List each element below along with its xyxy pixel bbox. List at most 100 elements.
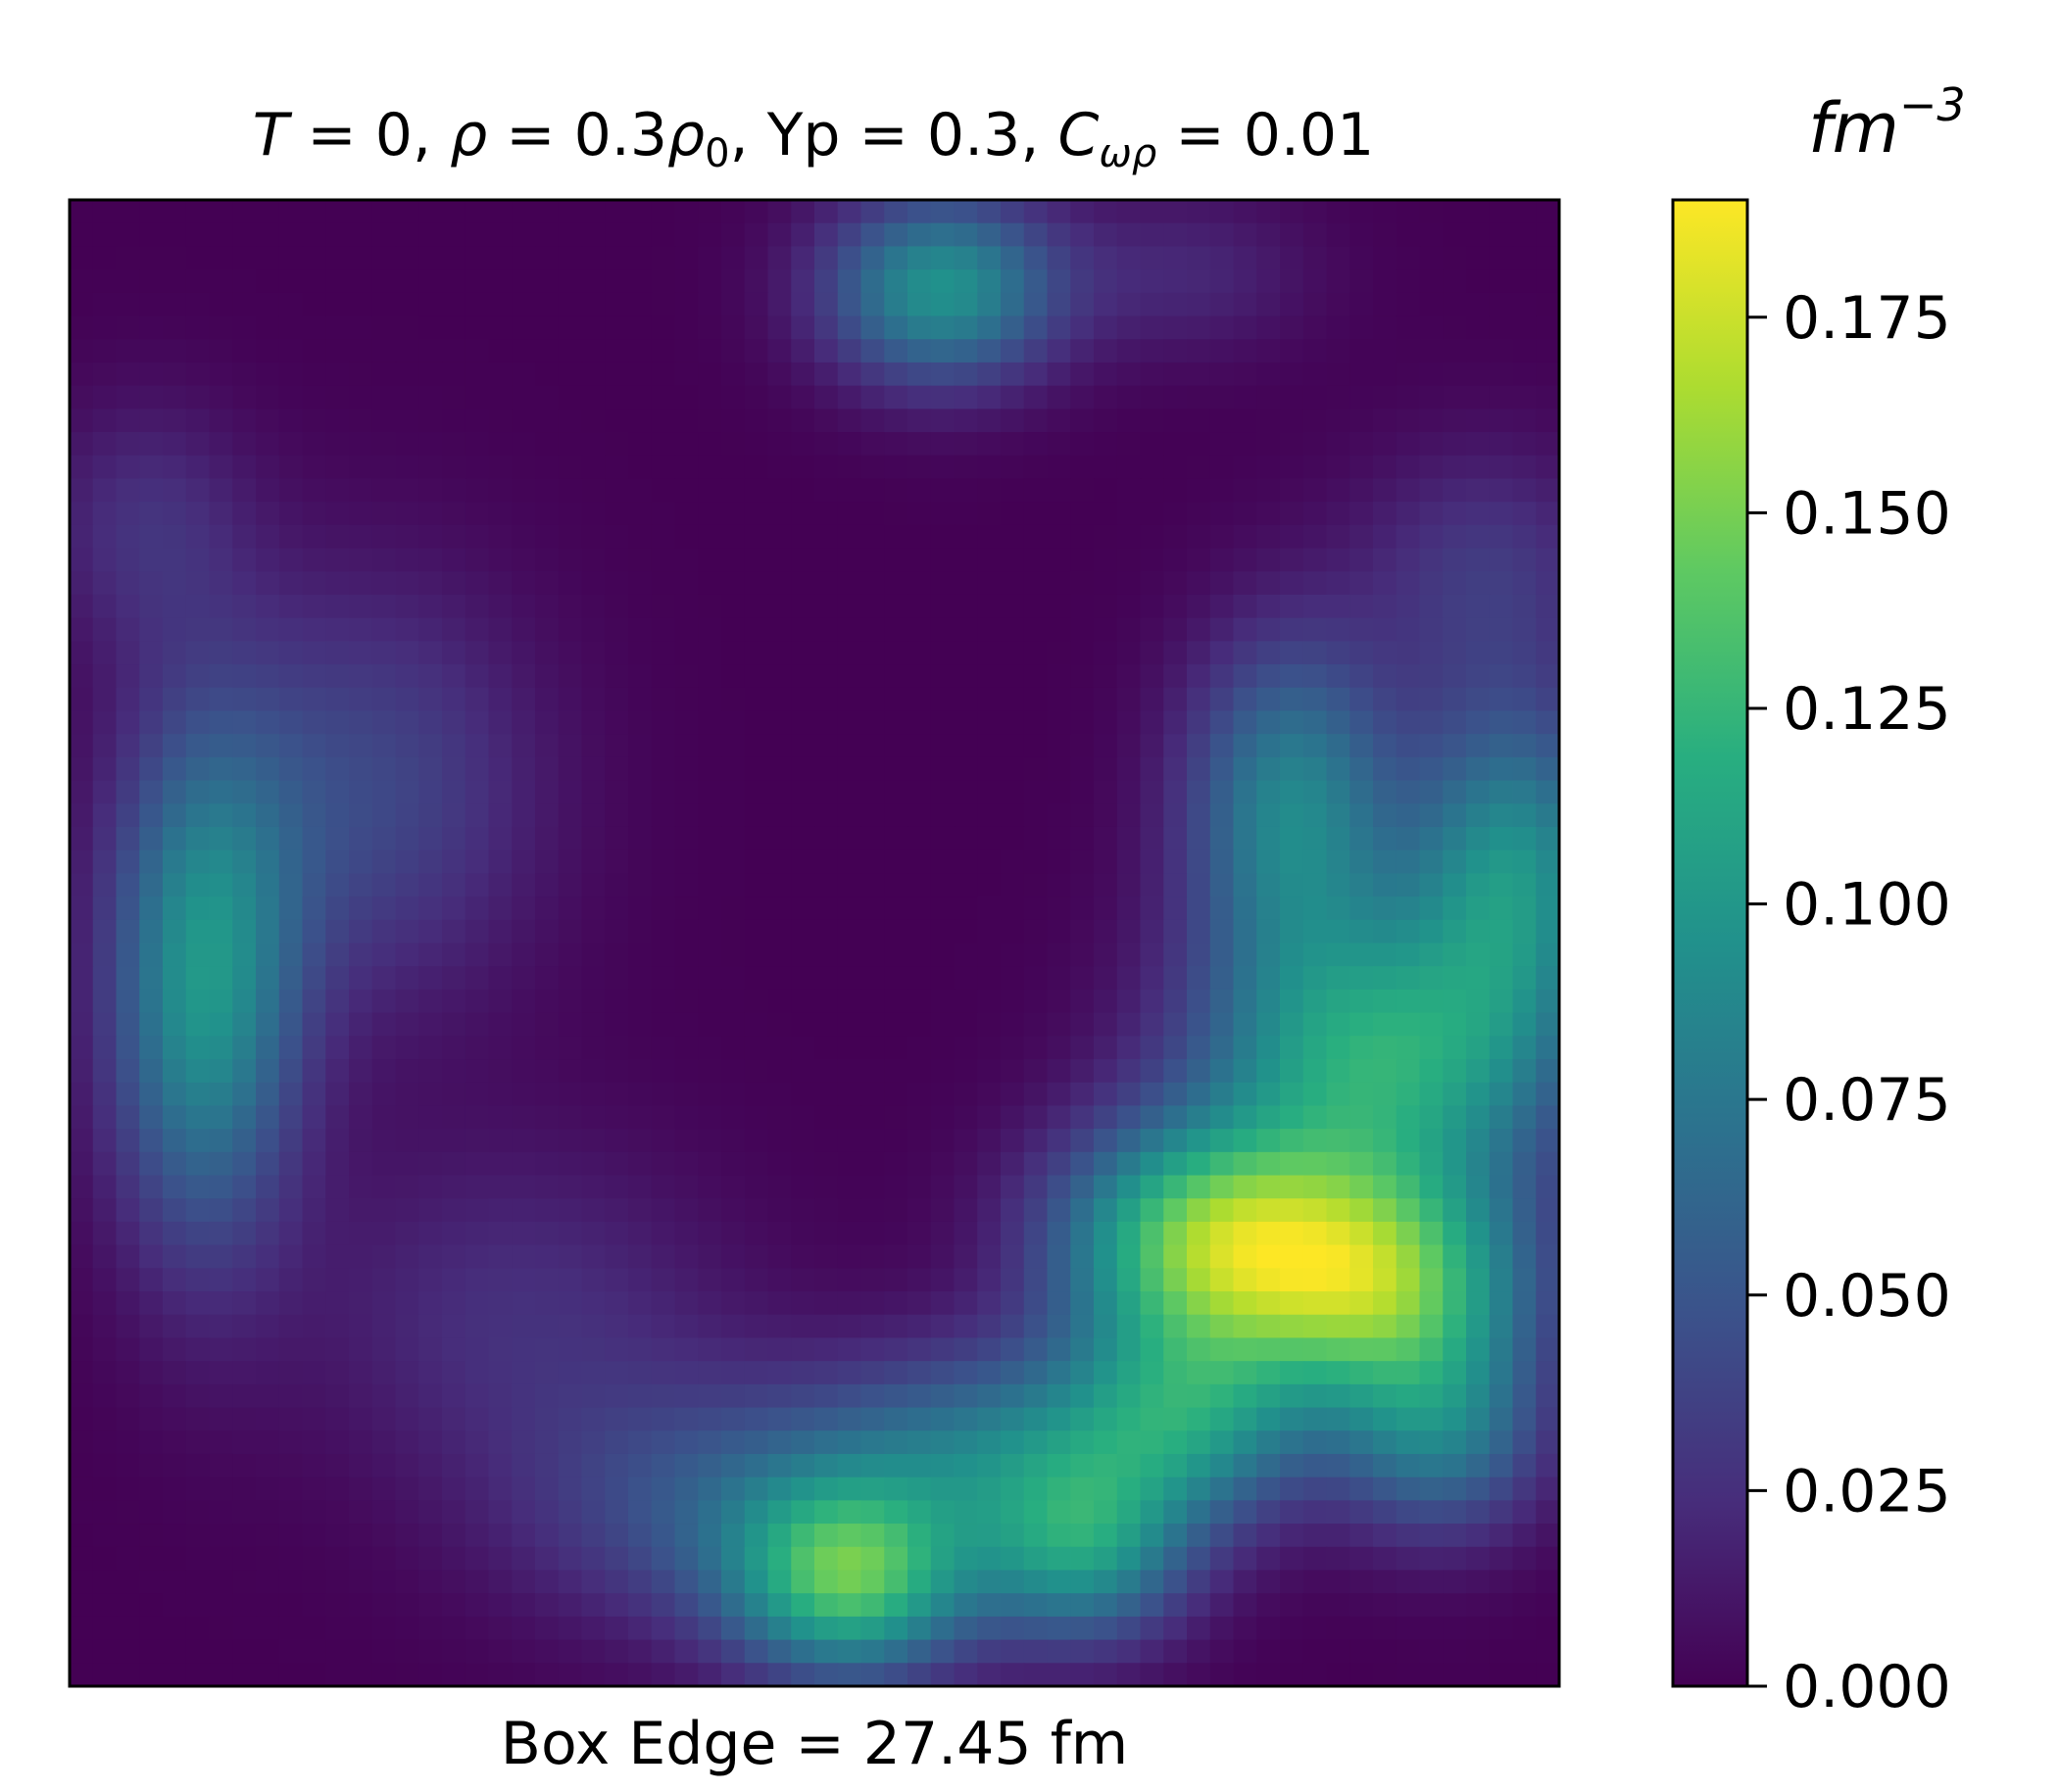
heatmap-cell [139, 315, 164, 340]
heatmap-cell [278, 1407, 304, 1431]
heatmap-cell [1116, 1383, 1142, 1409]
heatmap-cell [581, 1082, 606, 1107]
heatmap-cell [1256, 687, 1281, 712]
heatmap-cell [256, 1221, 280, 1246]
heatmap-cell [209, 849, 233, 874]
heatmap-cell [116, 734, 140, 758]
heatmap-cell [302, 1175, 326, 1199]
heatmap-cell [488, 315, 513, 340]
heatmap-cell [465, 710, 490, 735]
heatmap-cell [209, 1105, 233, 1130]
heatmap-cell [1536, 339, 1560, 363]
heatmap-cell [1443, 409, 1467, 433]
heatmap-cell [418, 269, 443, 294]
heatmap-cell [1023, 502, 1049, 526]
heatmap-cell [1209, 1082, 1235, 1107]
heatmap-cell [1256, 756, 1281, 782]
heatmap-cell [1512, 1500, 1537, 1525]
heatmap-cell [418, 1129, 443, 1153]
heatmap-cell [442, 1546, 466, 1572]
heatmap-cell [1349, 641, 1374, 665]
heatmap-cell [185, 1361, 211, 1385]
heatmap-cell [302, 269, 326, 294]
heatmap-cell [1466, 641, 1491, 665]
heatmap-cell [1396, 734, 1421, 758]
heatmap-cell [907, 780, 932, 804]
heatmap-cell [558, 571, 583, 596]
heatmap-cell [278, 455, 304, 480]
title-c-symbol: C [1057, 101, 1099, 170]
heatmap-cell [1001, 1453, 1025, 1478]
heatmap-cell [698, 1129, 722, 1153]
heatmap-cell [1209, 849, 1235, 874]
heatmap-cell [1536, 1524, 1560, 1548]
heatmap-cell [698, 734, 722, 758]
heatmap-cell [1163, 409, 1188, 433]
heatmap-cell [1209, 200, 1235, 224]
heatmap-cell [139, 919, 164, 944]
heatmap-cell [163, 687, 187, 712]
heatmap-cell [1163, 502, 1188, 526]
heatmap-cell [698, 1244, 722, 1269]
heatmap-cell [628, 524, 653, 550]
heatmap-cell [698, 269, 722, 294]
heatmap-cell [721, 1663, 746, 1687]
heatmap-cell [837, 896, 862, 921]
heatmap-cell [767, 687, 792, 712]
heatmap-cell [1512, 1198, 1537, 1223]
heatmap-cell [1116, 1593, 1142, 1618]
heatmap-cell [1209, 1337, 1235, 1362]
heatmap-cell [70, 478, 94, 503]
heatmap-cell [581, 1616, 606, 1641]
heatmap-cell [954, 1337, 978, 1362]
heatmap-cell [302, 1221, 326, 1246]
heatmap-cell [1187, 1036, 1211, 1060]
heatmap-cell [651, 664, 676, 689]
heatmap-cell [139, 617, 164, 642]
heatmap-cell [1209, 1639, 1235, 1664]
heatmap-cell [1349, 478, 1374, 503]
heatmap-cell [1302, 594, 1328, 619]
heatmap-cell [325, 269, 350, 294]
heatmap-cell [1047, 1524, 1071, 1548]
heatmap-cell [418, 502, 443, 526]
heatmap-cell [860, 478, 885, 503]
heatmap-cell [814, 1012, 839, 1037]
heatmap-cell [1094, 222, 1118, 247]
heatmap-cell [512, 1175, 536, 1199]
heatmap-cell [1349, 1616, 1374, 1641]
heatmap-cell [1326, 803, 1350, 828]
heatmap-cell [371, 873, 397, 897]
heatmap-cell [1419, 1383, 1444, 1409]
heatmap-cell [163, 873, 187, 897]
heatmap-cell [325, 966, 350, 991]
heatmap-cell [698, 315, 722, 340]
heatmap-cell [860, 292, 885, 317]
heatmap-cell [721, 664, 746, 689]
heatmap-cell [721, 594, 746, 619]
heatmap-cell [860, 1105, 885, 1130]
heatmap-cell [1116, 292, 1142, 317]
heatmap-cell [1512, 362, 1537, 387]
heatmap-cell [930, 1129, 956, 1153]
heatmap-cell [1116, 269, 1142, 294]
heatmap-cell [302, 989, 326, 1014]
heatmap-cell [1326, 826, 1350, 851]
heatmap-cell [814, 1291, 839, 1316]
heatmap-cell [1163, 571, 1188, 596]
heatmap-cell [1489, 780, 1514, 804]
heatmap-cell [884, 1244, 908, 1269]
heatmap-cell [1489, 966, 1514, 991]
heatmap-cell [1256, 1129, 1281, 1153]
heatmap-cell [814, 1430, 839, 1455]
heatmap-cell [791, 502, 815, 526]
heatmap-cell [1349, 1268, 1374, 1292]
heatmap-cell [232, 315, 257, 340]
heatmap-cell [1209, 710, 1235, 735]
heatmap-cell [930, 548, 956, 572]
heatmap-cell [1349, 734, 1374, 758]
heatmap-cell [1466, 1500, 1491, 1525]
heatmap-cell [698, 1546, 722, 1572]
heatmap-cell [1396, 1337, 1421, 1362]
heatmap-cell [1419, 641, 1444, 665]
